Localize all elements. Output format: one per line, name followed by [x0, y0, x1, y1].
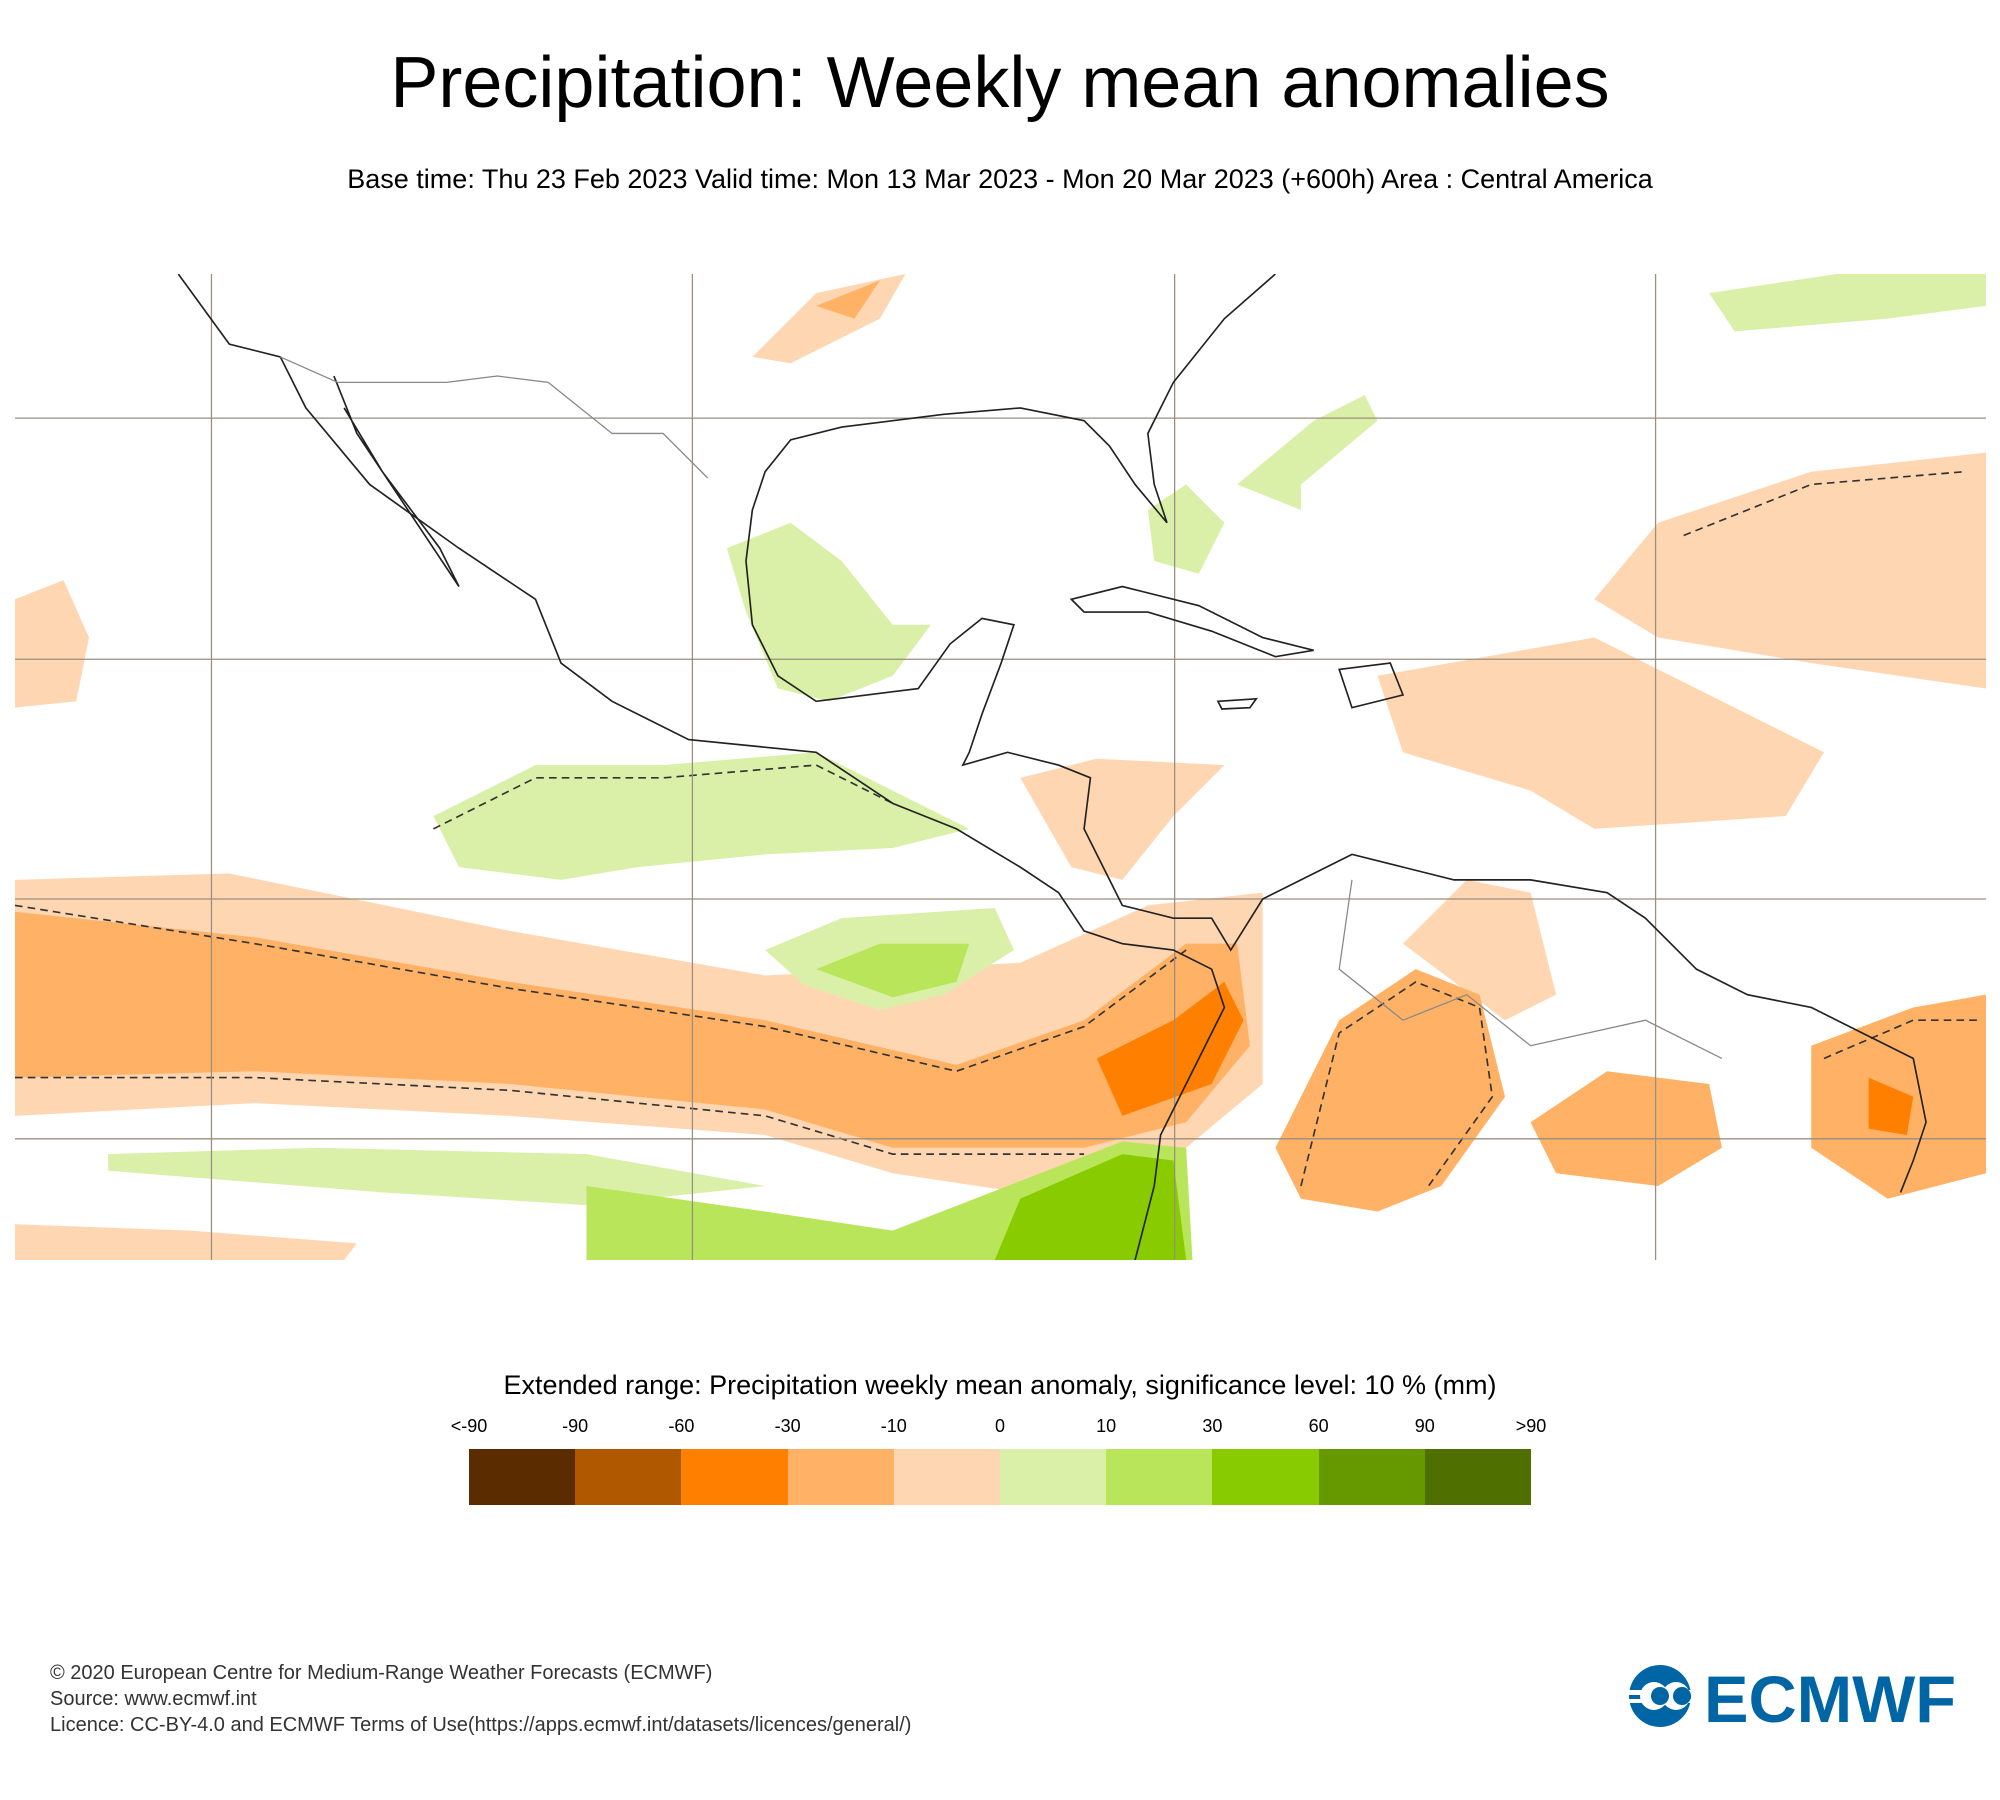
orange-colombia — [1275, 969, 1506, 1212]
copyright-line: © 2020 European Centre for Medium-Range … — [50, 1662, 713, 1684]
borders — [280, 356, 1723, 1060]
ecmwf-logo-text: ECMWF — [1704, 1664, 1956, 1728]
legend-colorbar — [469, 1449, 1532, 1505]
orange-top — [816, 280, 880, 319]
orange-venezuela — [1530, 1071, 1722, 1187]
darkgreen-south — [994, 1154, 1187, 1260]
anomaly-map — [15, 274, 1986, 1260]
green-oval — [816, 943, 970, 998]
lightgreen-bahamas — [1237, 395, 1378, 510]
legend-tick: 30 — [1202, 1416, 1223, 1436]
legend-tick: >90 — [1515, 1416, 1547, 1436]
legend-tick: 0 — [994, 1416, 1006, 1436]
legend-swatch — [575, 1449, 682, 1505]
peach-atlantic-east — [1594, 452, 1986, 689]
legend-tick: -90 — [562, 1416, 589, 1436]
footer-credits: © 2020 European Centre for Medium-Range … — [50, 1660, 911, 1738]
coastlines — [177, 274, 1927, 1260]
source-line: Source: www.ecmwf.int — [50, 1688, 257, 1710]
legend-tick: 10 — [1096, 1416, 1117, 1436]
legend-swatch — [1000, 1449, 1107, 1505]
legend-title: Extended range: Precipitation weekly mea… — [503, 1370, 1497, 1400]
legend-swatch — [787, 1449, 894, 1505]
legend-swatch — [1424, 1449, 1532, 1505]
orange-band-pacific — [15, 911, 1250, 1148]
anomaly-fields — [15, 274, 1986, 1260]
chart-subtitle: Base time: Thu 23 Feb 2023 Valid time: M… — [347, 164, 1653, 194]
lightgreen-pacific — [433, 752, 970, 880]
dark-orange-patch — [1096, 981, 1244, 1116]
legend-swatch — [681, 1449, 788, 1505]
ecmwf-logo-mark — [1624, 1665, 1696, 1727]
legend-swatch — [1318, 1449, 1425, 1505]
lightgreen-top-right — [1709, 274, 1986, 332]
legend-swatch — [1212, 1449, 1319, 1505]
significance-contours — [15, 470, 1978, 1187]
grid-lines — [15, 274, 1986, 1260]
chart-title: Precipitation: Weekly mean anomalies — [390, 43, 1610, 123]
legend-swatch — [469, 1449, 576, 1505]
legend-swatch — [893, 1449, 1001, 1505]
lightgreen-florida — [1147, 484, 1225, 574]
legend-tick: -30 — [774, 1416, 801, 1436]
legend-tick: 90 — [1414, 1416, 1435, 1436]
licence-line: Licence: CC-BY-4.0 and ECMWF Terms of Us… — [50, 1714, 912, 1736]
ecmwf-logo: ECMWF — [1624, 1664, 1956, 1728]
legend-tick: 60 — [1308, 1416, 1329, 1436]
legend-tick: <-90 — [450, 1416, 488, 1436]
peach-colombia — [1402, 879, 1557, 1021]
legend-tick-labels: <-90 -90 -60 -30 -10 0 10 30 60 90 >90 — [451, 1416, 1547, 1438]
peach-central-am — [1020, 758, 1225, 880]
peach-west-edge — [15, 580, 89, 708]
legend-tick: -60 — [668, 1416, 695, 1436]
legend-tick: -10 — [880, 1416, 907, 1436]
legend-swatch — [1106, 1449, 1213, 1505]
lightgreen-gulf — [726, 522, 931, 702]
peach-south-pacific — [15, 1224, 357, 1260]
darkorange-guiana — [1868, 1077, 1914, 1135]
peach-caribbean — [1377, 637, 1824, 829]
